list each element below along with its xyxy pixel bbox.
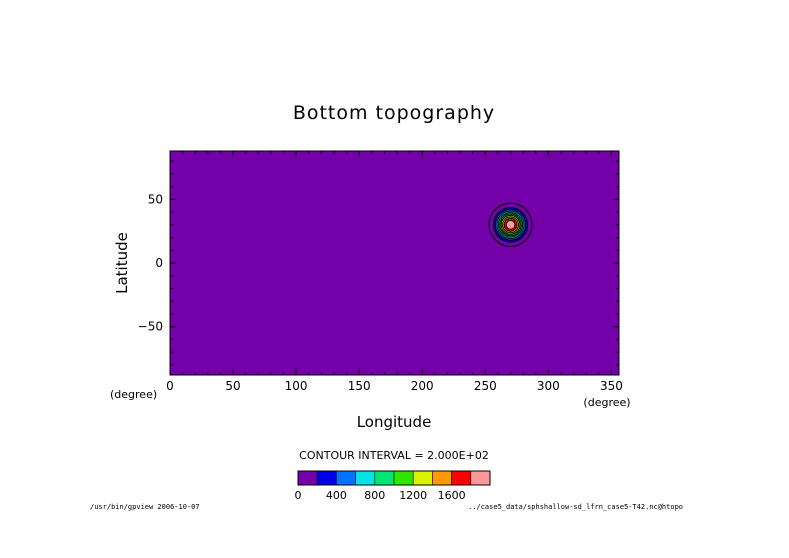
colorbar-swatch <box>393 470 414 486</box>
x-tick-label: 250 <box>474 379 497 393</box>
colorbar-frame <box>297 470 491 486</box>
colorbar-swatch <box>374 470 395 486</box>
contour-line-0 <box>488 202 533 247</box>
contour-line-1000 <box>499 213 522 237</box>
colorbar-swatch <box>412 470 433 486</box>
x-tick-label: 0 <box>166 379 174 393</box>
y-tick-labels: 50 0 −50 <box>138 192 163 333</box>
x-axis-label: Longitude <box>357 413 432 431</box>
x-tick-label: 100 <box>285 379 308 393</box>
colorbar-swatch <box>336 470 356 486</box>
y-unit-label: (degree) <box>110 388 157 401</box>
plot-background <box>170 151 619 375</box>
axis-ticks <box>169 151 619 375</box>
colorbar-label: 400 <box>326 489 347 502</box>
contour-line-1800 <box>505 219 516 230</box>
colorbar-swatch <box>297 470 318 486</box>
contour-line-400 <box>494 209 527 241</box>
colorbar <box>297 470 491 486</box>
colorbar-label: 800 <box>364 489 385 502</box>
contour-interval-label: CONTOUR INTERVAL = 2.000E+02 <box>299 449 489 462</box>
contour-line-1200 <box>500 214 521 235</box>
colorbar-label: 0 <box>295 489 302 502</box>
y-axis-label: Latitude <box>113 232 131 294</box>
colorbar-swatch <box>316 470 337 486</box>
x-tick-labels: 0 50 100 150 200 250 300 350 <box>166 379 623 393</box>
chart-title: Bottom topography <box>293 102 495 124</box>
plot-area <box>169 150 620 376</box>
colorbar-swatch <box>432 470 452 486</box>
contour-line-600 <box>496 210 525 239</box>
topography-mountain <box>488 202 533 247</box>
colorbar-label: 1600 <box>438 489 466 502</box>
colorbar-swatch <box>470 470 491 486</box>
colorbar-labels: 0 400 800 1200 1600 <box>295 489 466 502</box>
colorbar-label: 1200 <box>399 489 427 502</box>
contour-line-1600 <box>503 217 518 232</box>
colorbar-swatch <box>355 470 376 486</box>
x-tick-label: 200 <box>411 379 434 393</box>
colorbar-swatch <box>451 470 472 486</box>
contour-band-9 <box>506 220 515 230</box>
x-tick-label: 300 <box>537 379 560 393</box>
x-tick-label: 150 <box>348 379 371 393</box>
footer-right: ../case5_data/sphshallow-sd_lfrn_case5-T… <box>468 503 683 511</box>
contour-line-200 <box>492 207 529 243</box>
contour-line-800 <box>497 212 524 238</box>
x-tick-label: 350 <box>600 379 623 393</box>
x-tick-label: 50 <box>225 379 240 393</box>
x-unit-label: (degree) <box>583 396 630 409</box>
y-tick-label: 50 <box>148 192 163 206</box>
contour-line-1400 <box>502 216 519 234</box>
y-tick-label: 0 <box>155 256 163 270</box>
footer-left: /usr/bin/gpview 2006-10-07 <box>90 503 200 511</box>
y-tick-label: −50 <box>138 320 163 334</box>
